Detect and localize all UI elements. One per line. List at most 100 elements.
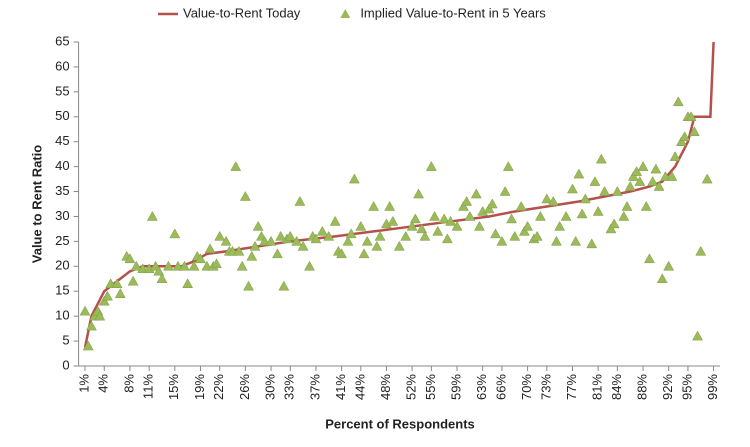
x-tick-label: 19% [192,374,207,400]
x-tick-label: 44% [352,374,367,400]
point [79,305,91,316]
point [236,260,248,271]
point [169,228,181,239]
x-tick-label: 88% [634,374,649,400]
point [146,210,158,221]
point [243,280,254,291]
point [458,200,469,211]
point [374,230,386,241]
y-tick-label: 0 [62,357,69,372]
x-axis-label: Percent of Respondents [325,416,475,431]
y-tick-label: 60 [55,58,69,73]
x-tick-label: 52% [404,374,419,400]
point [393,240,405,251]
point [153,265,165,276]
point [275,230,287,241]
x-tick-label: 33% [282,374,297,400]
point [162,260,174,271]
point [214,230,226,241]
point [188,260,200,271]
y-tick-label: 50 [55,108,69,123]
point [634,176,646,186]
point [94,310,106,321]
point [486,198,498,209]
point [701,173,713,184]
point [551,235,562,246]
point [599,186,610,196]
point [621,200,633,211]
point [695,245,707,256]
point [502,161,514,171]
x-tick-label: 99% [705,374,720,400]
legend-marker [340,9,351,18]
point [650,163,662,174]
x-tick-label: 63% [474,374,489,400]
point [560,210,572,221]
point [522,220,534,231]
point [204,243,216,254]
point [637,161,649,171]
point [409,213,421,224]
point [688,126,700,136]
point [342,235,354,246]
x-tick-label: 8% [121,374,136,393]
point [685,111,697,122]
y-tick-label: 35 [55,183,69,198]
point [179,260,190,271]
point [86,320,97,331]
point [441,233,453,244]
x-tick-label: 81% [590,374,605,400]
point [211,258,222,269]
point [669,151,681,161]
point [567,183,578,194]
point [586,238,598,249]
point [82,340,94,351]
point [611,186,623,196]
point [336,248,347,259]
point [294,195,306,206]
x-tick-label: 95% [679,374,694,400]
point [329,215,341,226]
y-tick-label: 5 [62,333,69,348]
point [534,210,546,221]
point [618,210,630,221]
point [323,230,335,241]
point [114,288,126,298]
point [483,203,495,214]
point [676,136,687,146]
point [246,250,258,261]
y-tick-label: 20 [55,258,69,273]
point [358,248,370,259]
point [627,171,639,181]
point [547,195,559,206]
point [653,181,665,191]
point [570,235,582,246]
point [400,230,412,241]
y-tick-label: 65 [55,33,69,48]
x-tick-label: 59% [448,374,463,400]
point [416,223,428,234]
x-tick-label: 37% [307,374,322,400]
point [554,220,566,231]
point [233,245,245,256]
point [348,173,360,184]
point [291,235,303,246]
point [576,208,588,219]
point [316,225,328,236]
x-tick-label: 11% [141,374,156,399]
point [518,225,530,236]
point [111,278,123,289]
point [461,195,473,206]
point [644,253,655,264]
point [127,275,139,286]
y-axis-label: Value to Rent Ratio [29,145,44,264]
point [195,253,206,264]
x-tick-label: 4% [96,374,111,393]
point [310,233,322,244]
point [130,260,142,271]
point [429,210,441,221]
point [413,188,424,199]
point [345,228,357,239]
y-tick-label: 45 [55,133,69,148]
